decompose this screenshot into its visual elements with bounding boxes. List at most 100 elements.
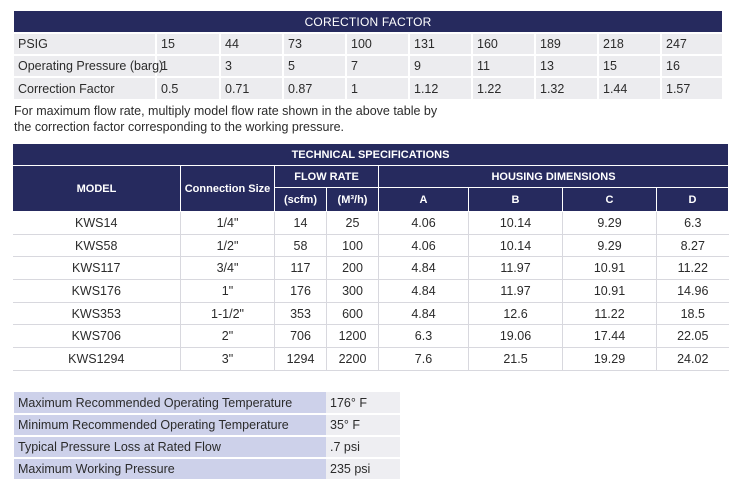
operating-condition-row: Minimum Recommended Operating Temperatur… <box>14 414 400 437</box>
operating-conditions-table: Maximum Recommended Operating Temperatur… <box>14 392 400 481</box>
operating-condition-value: 235 psi <box>326 458 400 481</box>
operating-condition-label: Maximum Working Pressure <box>14 458 326 481</box>
spec-row: KWS1294 3" 1294 2200 7.6 21.5 19.29 24.02 <box>12 347 729 371</box>
correction-factor-cell: 247 <box>661 32 723 55</box>
spec-cell: 706 <box>274 324 327 349</box>
spec-cell: 100 <box>326 234 379 258</box>
spec-cell: 200 <box>326 256 379 281</box>
spec-cell: 14 <box>274 211 327 235</box>
spec-cell: 8.27 <box>656 234 729 258</box>
spec-cell: 12.6 <box>468 302 563 326</box>
spec-cell: 4.84 <box>378 279 469 303</box>
correction-factor-cell: 44 <box>220 32 284 55</box>
operating-condition-row: Maximum Working Pressure 235 psi <box>14 458 400 481</box>
correction-factor-cell: 0.87 <box>283 76 347 99</box>
correction-factor-cell: 11 <box>472 54 536 77</box>
correction-factor-cell: 16 <box>661 54 723 77</box>
spec-row: KWS117 3/4" 117 200 4.84 11.97 10.91 11.22 <box>12 256 729 281</box>
spec-cell: 22.05 <box>656 324 729 349</box>
correction-factor-cell: 1.12 <box>409 76 473 99</box>
spec-cell: 176 <box>274 279 327 303</box>
spec-cell: 14.96 <box>656 279 729 303</box>
technical-specifications-table: TECHNICAL SPECIFICATIONS MODEL Connectio… <box>11 143 730 371</box>
flow-rate-header: FLOW RATE <box>274 165 379 188</box>
correction-factor-cell: 1.57 <box>661 76 723 99</box>
spec-cell: 10.91 <box>562 279 657 303</box>
model-cell: KWS117 <box>12 256 181 281</box>
spec-cell: 4.84 <box>378 256 469 281</box>
spec-cell: 10.14 <box>468 211 563 235</box>
flow-rate-note: For maximum flow rate, multiply model fl… <box>14 104 438 134</box>
correction-factor-cell: 1.44 <box>598 76 662 99</box>
spec-row: KWS14 1/4" 14 25 4.06 10.14 9.29 6.3 <box>12 211 729 235</box>
technical-specifications-title: TECHNICAL SPECIFICATIONS <box>11 143 730 166</box>
model-cell: KWS1294 <box>12 347 181 371</box>
spec-cell: 7.6 <box>378 347 469 371</box>
spec-cell: 1294 <box>274 347 327 371</box>
spec-cell: 19.29 <box>562 347 657 371</box>
technical-specifications-body: KWS14 1/4" 14 25 4.06 10.14 9.29 6.3 KWS58 1/2" 58… <box>12 211 729 371</box>
correction-factor-cell: 1 <box>346 76 410 99</box>
correction-factor-row-label: Operating Pressure (barg) <box>14 54 163 77</box>
correction-factor-body: PSIG 15 44 73 100 131 160 189 218 247 Operating Pr… <box>14 32 723 99</box>
model-header: MODEL <box>12 165 181 212</box>
correction-factor-cell: 3 <box>220 54 284 77</box>
spec-cell: 18.5 <box>656 302 729 326</box>
spec-cell: 600 <box>326 302 379 326</box>
spec-cell: 4.06 <box>378 234 469 258</box>
correction-factor-cell: 0.71 <box>220 76 284 99</box>
spec-cell: 117 <box>274 256 327 281</box>
correction-factor-row: Operating Pressure (barg) 1 3 5 7 9 11 13 15 16 <box>14 54 723 77</box>
correction-factor-cell: 100 <box>346 32 410 55</box>
scfm-header: (scfm) <box>274 187 327 212</box>
spec-cell: 10.91 <box>562 256 657 281</box>
dimension-a-header: A <box>378 187 469 212</box>
operating-condition-label: Minimum Recommended Operating Temperatur… <box>14 414 326 437</box>
spec-cell: 1/2" <box>180 234 275 258</box>
spec-cell: 25 <box>326 211 379 235</box>
correction-factor-row-label: Correction Factor <box>14 76 157 99</box>
spec-cell: 11.22 <box>656 256 729 281</box>
spec-cell: 1/4" <box>180 211 275 235</box>
spec-cell: 3" <box>180 347 275 371</box>
correction-factor-cell: 7 <box>346 54 410 77</box>
spec-cell: 353 <box>274 302 327 326</box>
spec-row: KWS58 1/2" 58 100 4.06 10.14 9.29 8.27 <box>12 234 729 258</box>
spec-cell: 19.06 <box>468 324 563 349</box>
spec-cell: 4.84 <box>378 302 469 326</box>
correction-factor-table: CORECTION FACTOR PSIG 15 44 73 100 131 160 189 2… <box>14 11 723 99</box>
model-cell: KWS58 <box>12 234 181 258</box>
spec-cell: 21.5 <box>468 347 563 371</box>
model-cell: KWS706 <box>12 324 181 349</box>
correction-factor-cell: 73 <box>283 32 347 55</box>
spec-cell: 10.14 <box>468 234 563 258</box>
spec-cell: 6.3 <box>378 324 469 349</box>
spec-cell: 2200 <box>326 347 379 371</box>
correction-factor-row-label: PSIG <box>14 32 157 55</box>
dimension-b-header: B <box>468 187 563 212</box>
spec-cell: 2" <box>180 324 275 349</box>
correction-factor-row: Correction Factor 0.5 0.71 0.87 1 1.12 1.22 1.3… <box>14 76 723 99</box>
correction-factor-cell: 1.22 <box>472 76 536 99</box>
spec-cell: 1200 <box>326 324 379 349</box>
spec-cell: 24.02 <box>656 347 729 371</box>
operating-condition-row: Typical Pressure Loss at Rated Flow .7 ps… <box>14 436 400 459</box>
correction-factor-cell: 189 <box>535 32 599 55</box>
operating-conditions-body: Maximum Recommended Operating Temperatur… <box>14 392 400 481</box>
dimension-d-header: D <box>655 187 730 212</box>
spec-cell: 4.06 <box>378 211 469 235</box>
spec-cell: 9.29 <box>562 234 657 258</box>
correction-factor-cell: 5 <box>283 54 347 77</box>
spec-row: KWS706 2" 706 1200 6.3 19.06 17.44 22.05 <box>12 324 729 349</box>
correction-factor-title: CORECTION FACTOR <box>14 11 723 33</box>
housing-dimensions-header: HOUSING DIMENSIONS <box>377 165 730 188</box>
correction-factor-cell: 218 <box>598 32 662 55</box>
operating-condition-label: Maximum Recommended Operating Temperatur… <box>14 392 326 415</box>
spec-cell: 11.97 <box>468 256 563 281</box>
correction-factor-cell: 160 <box>472 32 536 55</box>
spec-cell: 3/4" <box>180 256 275 281</box>
correction-factor-cell: 0.5 <box>156 76 221 99</box>
operating-condition-value: 35° F <box>326 414 400 437</box>
spec-row: KWS353 1-1/2" 353 600 4.84 12.6 11.22 18.5 <box>12 302 729 326</box>
model-cell: KWS14 <box>12 211 181 235</box>
